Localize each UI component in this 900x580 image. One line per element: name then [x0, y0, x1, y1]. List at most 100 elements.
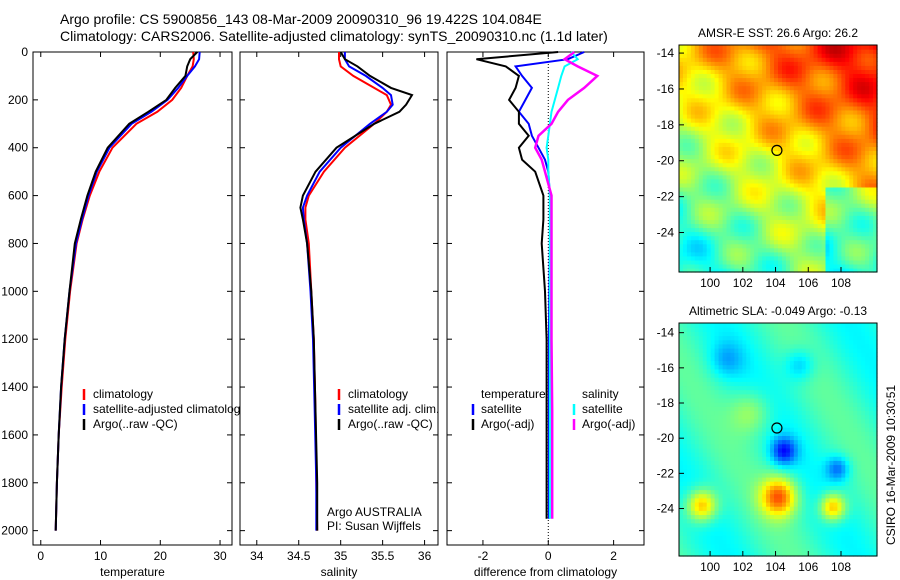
map-cell: [821, 170, 827, 176]
map-cell: [726, 57, 732, 62]
map-cell: [774, 493, 779, 499]
map-cell: [730, 522, 736, 528]
map-cell: [698, 255, 704, 261]
map-cell: [738, 418, 743, 424]
map-cell: [730, 356, 736, 362]
map-cell: [679, 89, 684, 95]
map-cell: [825, 49, 831, 54]
map-cell: [865, 65, 870, 70]
map-cell: [817, 73, 823, 79]
map-cell: [801, 547, 807, 553]
map-cell: [789, 227, 795, 233]
map-cell: [869, 174, 874, 180]
map-cell: [710, 118, 716, 123]
map-cell: [813, 531, 819, 536]
map-cell: [813, 162, 819, 168]
map-cell: [754, 497, 759, 503]
map-cell: [778, 489, 783, 495]
map-cell: [683, 323, 688, 328]
map-cell: [754, 97, 759, 103]
map-cell: [762, 195, 767, 200]
map-cell: [706, 481, 712, 486]
map-cell: [758, 506, 763, 511]
map-cell: [690, 414, 696, 420]
map-cell: [738, 61, 743, 66]
map-cell: [766, 199, 771, 204]
map-cell: [683, 130, 688, 135]
map-cell: [706, 472, 712, 478]
map-cell: [726, 93, 732, 99]
map-cell: [734, 259, 739, 265]
x-tick-label: 102: [733, 276, 753, 290]
map-cell: [797, 418, 803, 424]
map-cell: [698, 506, 704, 511]
map-cell: [778, 162, 783, 168]
map-cell: [734, 219, 739, 224]
map-cell: [774, 406, 779, 411]
map-cell: [813, 227, 819, 233]
map-cell: [679, 352, 684, 357]
map-cell: [770, 476, 775, 482]
map-cell: [698, 259, 704, 265]
map-cell: [754, 452, 759, 457]
map-cell: [706, 456, 712, 461]
map-cell: [722, 364, 728, 370]
map-cell: [809, 113, 815, 119]
map-cell: [750, 97, 755, 103]
map-cell: [774, 186, 779, 192]
map-cell: [742, 207, 747, 212]
map-cell: [865, 122, 870, 127]
map-cell: [714, 526, 720, 532]
map-cell: [690, 122, 696, 127]
map-cell: [770, 356, 775, 362]
map-cell: [869, 178, 874, 184]
map-cell: [805, 207, 811, 212]
map-cell: [793, 73, 799, 79]
map-cell: [778, 122, 783, 127]
map-cell: [746, 551, 751, 557]
map-cell: [694, 97, 700, 103]
map-cell: [710, 53, 716, 58]
map-cell: [686, 356, 692, 362]
map-cell: [813, 485, 819, 491]
map-cell: [778, 142, 783, 147]
map-cell: [726, 231, 732, 237]
map-cell: [710, 514, 716, 520]
map-cell: [845, 101, 850, 107]
map-cell: [686, 323, 692, 328]
map-cell: [805, 178, 811, 184]
map-cell: [690, 138, 696, 143]
map-cell: [762, 422, 767, 428]
map-cell: [706, 493, 712, 499]
map-cell: [694, 158, 700, 164]
map-cell: [710, 360, 716, 366]
map-cell: [706, 427, 712, 432]
map-cell: [683, 372, 688, 378]
map-cell: [742, 460, 747, 466]
map-cell: [774, 510, 779, 515]
map-cell: [734, 518, 739, 524]
map-cell: [849, 166, 854, 172]
map-cell: [738, 543, 743, 549]
map-cell: [853, 158, 858, 164]
map-cell: [750, 397, 755, 403]
map-cell: [873, 227, 878, 233]
map-cell: [758, 49, 763, 54]
map-cell: [718, 427, 724, 432]
map-cell: [793, 406, 799, 411]
map-cell: [837, 113, 842, 119]
map-cell: [873, 146, 878, 151]
map-cell: [829, 255, 835, 261]
map-cell: [805, 130, 811, 135]
map-cell: [821, 105, 827, 111]
map-cell: [821, 195, 827, 200]
map-cell: [797, 89, 803, 95]
float-pi-label: PI: Susan Wijffels: [327, 519, 421, 533]
map-cell: [683, 402, 688, 407]
map-cell: [750, 406, 755, 411]
map-cell: [734, 166, 739, 172]
map-cell: [710, 339, 716, 345]
map-cell: [730, 343, 736, 349]
map-cell: [837, 227, 842, 233]
map-cell: [694, 247, 700, 253]
